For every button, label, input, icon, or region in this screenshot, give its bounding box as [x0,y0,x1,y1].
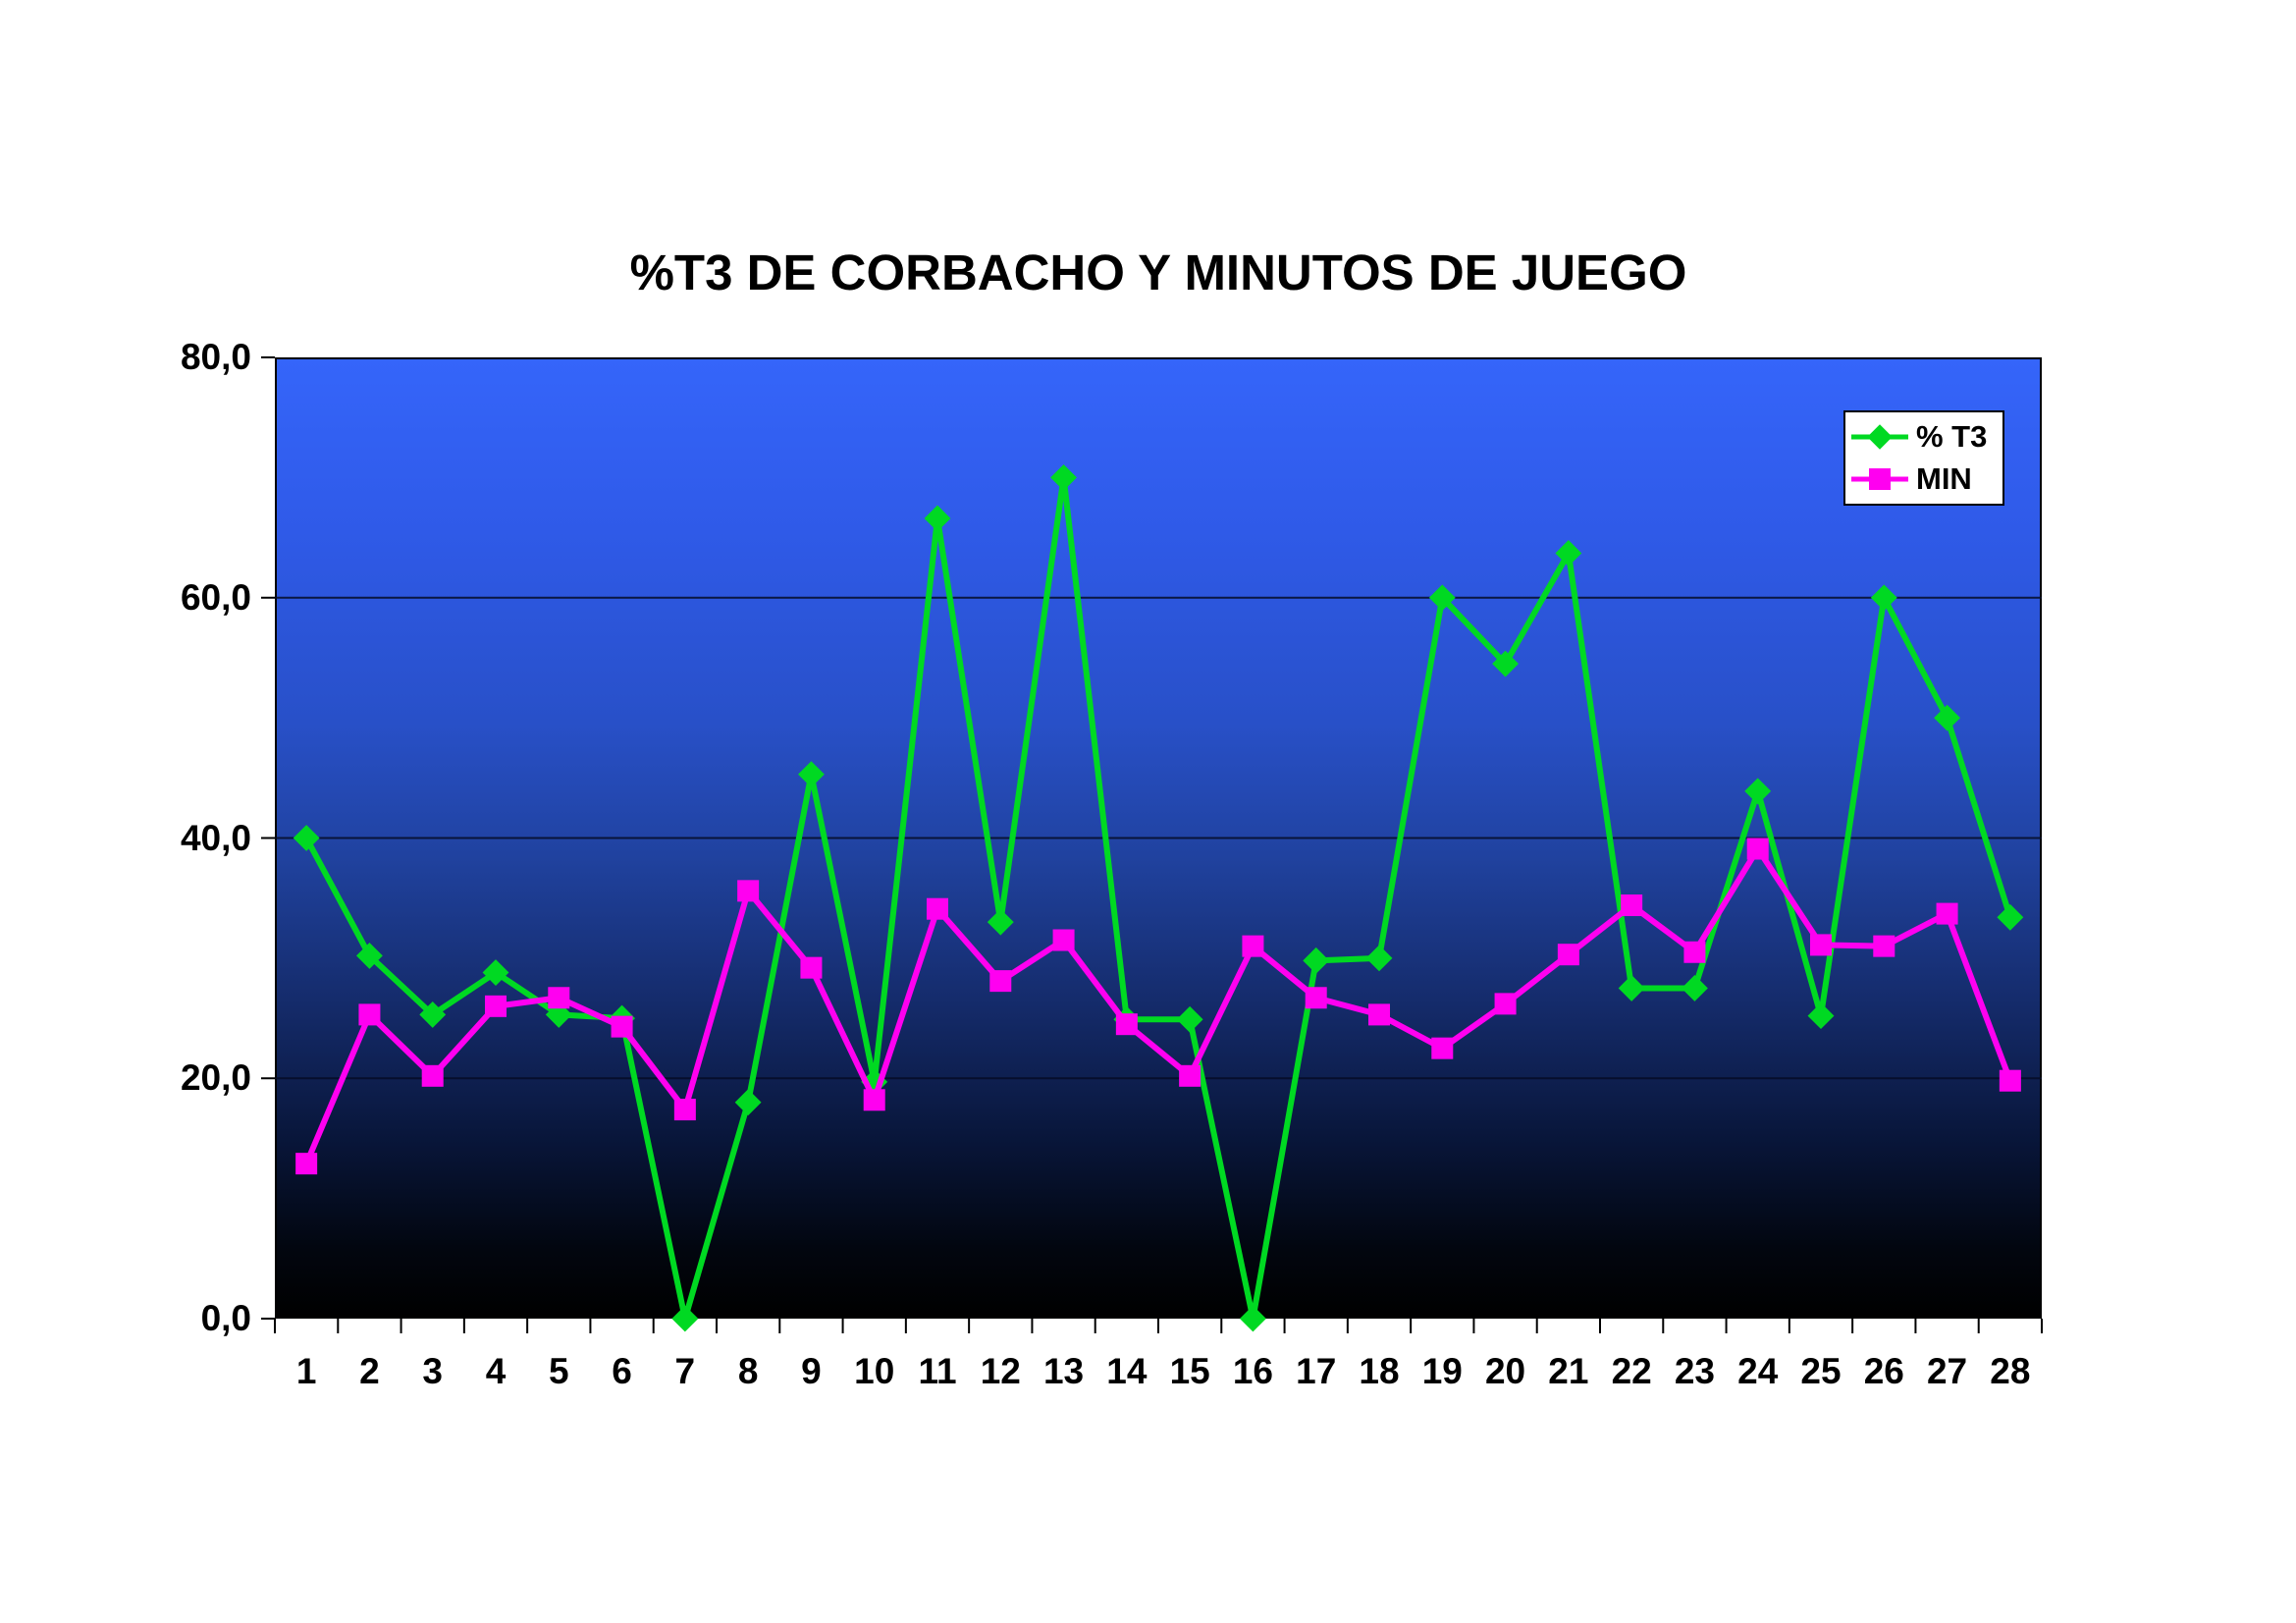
data-point-diamond [1239,1305,1266,1332]
data-point-square [1936,902,1958,925]
x-tick-label: 7 [674,1351,696,1391]
x-tick-label: 3 [422,1351,443,1391]
data-point-square [611,1015,633,1038]
data-point-square [1368,1003,1390,1026]
data-point-square [673,1099,696,1121]
x-tick-label: 22 [1611,1351,1652,1391]
data-point-diamond [1555,540,1582,567]
data-point-square [737,880,760,902]
y-tick-label: 80,0 [180,337,251,377]
data-point-diamond [924,505,951,532]
t3-line-diamond-icon [1851,424,1908,450]
x-tick-label: 26 [1863,1351,1904,1391]
data-point-diamond [1428,584,1456,612]
x-tick-label: 27 [1926,1351,1968,1391]
legend-label-min: MIN [1916,460,1972,496]
data-point-diamond [1997,903,2024,931]
x-tick-label: 16 [1232,1351,1273,1391]
data-point-square [1557,944,1579,966]
chart-title: %T3 DE CORBACHO Y MINUTOS DE JUEGO [629,244,1687,300]
data-point-diamond [1744,778,1772,805]
x-tick-label: 11 [918,1351,957,1391]
x-tick-label: 9 [801,1351,822,1391]
x-tick-label: 15 [1169,1351,1210,1391]
x-tick-label: 17 [1296,1351,1337,1391]
data-point-diamond [797,761,825,788]
x-tick-label: 8 [737,1351,759,1391]
x-tick-label: 10 [854,1351,895,1391]
legend-label-t3: % T3 [1916,419,1988,455]
data-point-diamond [987,908,1014,936]
data-point-diamond [1492,650,1520,677]
data-point-square [1179,1064,1201,1087]
data-point-square [1052,929,1075,951]
data-point-square [485,995,507,1017]
legend-entry-t3: % T3 [1851,419,1997,455]
x-tick-label: 24 [1737,1351,1779,1391]
data-point-diamond [1807,1002,1835,1030]
data-point-diamond [1365,945,1393,972]
y-tick-label: 0,0 [200,1298,251,1338]
data-point-diamond [1870,584,1897,612]
x-tick-label: 23 [1674,1351,1715,1391]
data-point-square [1873,935,1896,957]
data-point-diamond [1050,463,1078,491]
x-tick-label: 6 [612,1351,632,1391]
min-line-square-icon [1851,467,1908,490]
x-tick-label: 5 [548,1351,569,1391]
x-tick-label: 28 [1990,1351,2031,1391]
data-point-square [295,1153,318,1175]
x-tick-label: 2 [359,1351,380,1391]
data-point-square [358,1003,381,1026]
data-point-square [863,1089,885,1111]
x-tick-label: 19 [1421,1351,1463,1391]
data-point-square [1242,935,1264,957]
data-point-square [927,897,948,920]
series-line-t3 [303,474,2013,1322]
data-point-square [1431,1037,1454,1059]
data-point-square [1810,934,1832,956]
data-point-diamond [293,825,320,851]
legend: % T3 MIN [1843,410,2004,506]
x-tick-label: 21 [1548,1351,1589,1391]
y-tick-label: 40,0 [180,817,251,858]
y-tick-label: 20,0 [180,1057,251,1099]
data-point-diamond [1934,704,1961,731]
x-tick-label: 20 [1484,1351,1526,1391]
data-point-diamond [734,1089,762,1116]
x-tick-label: 18 [1359,1351,1400,1391]
x-tick-label: 25 [1800,1351,1842,1391]
data-point-diamond [1303,947,1330,974]
x-tick-label: 12 [980,1351,1021,1391]
data-point-square [421,1064,444,1087]
data-point-square [1621,894,1643,917]
x-tick-label: 1 [295,1351,317,1391]
series-line-min [303,845,2013,1165]
data-point-square [800,956,823,979]
x-tick-label: 4 [485,1351,507,1391]
data-point-square [989,970,1012,993]
data-point-square [1305,987,1327,1009]
x-tick-label: 13 [1042,1351,1085,1391]
data-point-square [1683,941,1706,963]
data-point-square [1115,1013,1138,1036]
y-tick-label: 60,0 [180,576,251,618]
data-point-diamond [1681,975,1708,1001]
x-tick-label: 14 [1106,1351,1148,1391]
data-point-square [1999,1069,2021,1092]
data-point-diamond [1176,1005,1203,1033]
data-point-diamond [671,1305,699,1332]
data-point-square [1494,993,1517,1015]
data-point-diamond [1618,975,1645,1001]
legend-entry-min: MIN [1851,461,1997,497]
data-point-square [1746,838,1769,860]
data-point-square [548,987,570,1009]
